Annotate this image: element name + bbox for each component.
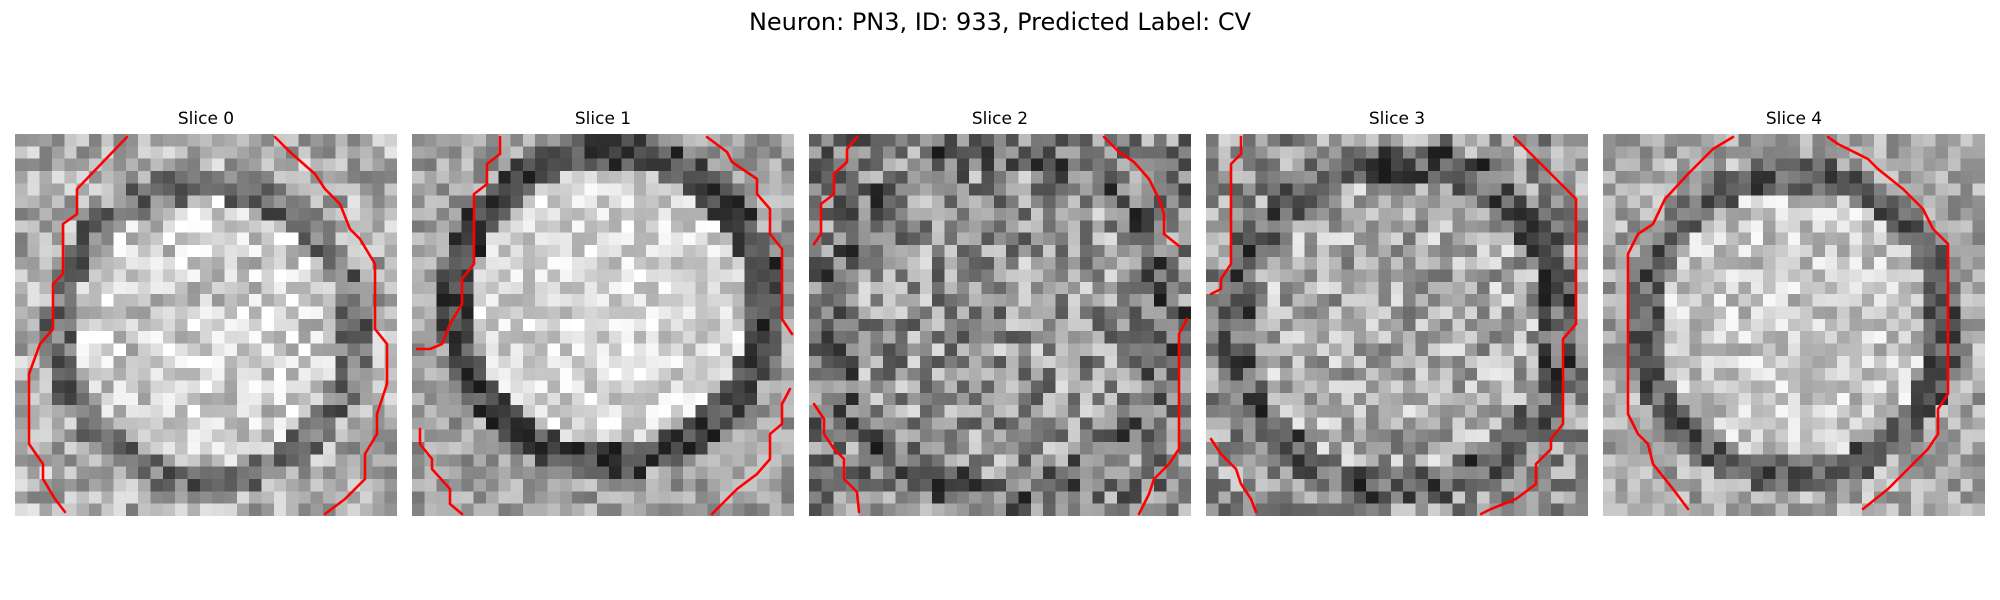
slice-title: Slice 4	[1765, 109, 1823, 129]
slice-contour-overlay	[1626, 135, 1950, 511]
slice-title: Slice 2	[971, 109, 1029, 129]
slice-image	[15, 134, 397, 516]
contour-line-top-left	[415, 135, 502, 351]
slice-image	[809, 134, 1191, 516]
contour-line-top-right	[705, 135, 794, 336]
contour-line-left	[1209, 135, 1243, 296]
slice-raster	[809, 134, 1191, 516]
slice-panel-1: Slice 1	[412, 108, 794, 516]
contour-line-bottom-left	[812, 402, 861, 514]
contour-line-bottom-right	[1137, 317, 1189, 516]
slice-panel-2: Slice 2	[809, 108, 1191, 516]
contour-line-top-left	[812, 135, 859, 246]
contour-line-top-right	[1102, 135, 1181, 248]
slice-contour-overlay	[1209, 135, 1578, 516]
contour-line-bottom-left	[1209, 437, 1258, 514]
slice-panel-0: Slice 0	[15, 108, 397, 516]
contour-line-right	[1826, 135, 1950, 511]
slice-image	[1206, 134, 1588, 516]
contour-line-right	[1479, 135, 1578, 516]
slice-contour-overlay	[27, 135, 389, 516]
slice-contour-overlay	[812, 135, 1189, 516]
slice-title: Slice 3	[1368, 109, 1426, 129]
slice-raster	[412, 134, 794, 516]
slice-panel-4: Slice 4	[1603, 108, 1985, 516]
slice-raster	[1206, 134, 1588, 516]
figure-title: Neuron: PN3, ID: 933, Predicted Label: C…	[748, 8, 1252, 36]
contour-line-bottom-right	[710, 387, 792, 516]
slice-contour-overlay	[415, 135, 794, 516]
slice-title: Slice 1	[574, 109, 632, 129]
slice-title: Slice 0	[177, 109, 235, 129]
contour-line-left	[1626, 135, 1735, 511]
slice-image	[1603, 134, 1985, 516]
contour-line-bottom-left	[418, 427, 464, 516]
contour-line-right	[273, 135, 389, 516]
contour-line-left	[27, 135, 129, 514]
slice-panel-3: Slice 3	[1206, 108, 1588, 516]
slice-image	[412, 134, 794, 516]
